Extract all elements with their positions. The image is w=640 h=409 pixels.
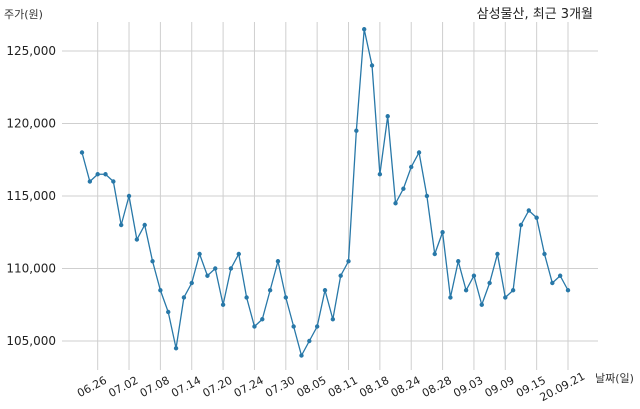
x-tick-label: 09.03 xyxy=(451,374,485,400)
data-point xyxy=(299,353,304,358)
data-point xyxy=(213,266,218,271)
data-point xyxy=(236,251,241,257)
data-point xyxy=(173,346,179,351)
data-point xyxy=(401,186,406,191)
data-point xyxy=(495,251,500,257)
data-point xyxy=(95,172,100,177)
data-point xyxy=(314,324,320,329)
data-point xyxy=(565,288,571,293)
data-point xyxy=(118,222,124,228)
x-axis-ticks: 06.2607.0207.0807.1407.2007.2407.3008.05… xyxy=(75,370,587,404)
data-point xyxy=(205,273,210,278)
data-point xyxy=(361,27,367,32)
data-point xyxy=(134,237,140,242)
x-tick-label: 07.20 xyxy=(200,374,234,400)
data-point xyxy=(510,288,516,293)
data-point xyxy=(534,215,539,220)
data-point xyxy=(103,172,108,177)
data-point xyxy=(377,172,383,177)
data-point xyxy=(244,295,249,300)
data-point xyxy=(542,251,547,257)
x-tick-label: 08.11 xyxy=(326,374,360,400)
data-point xyxy=(518,222,524,228)
data-point xyxy=(142,222,147,228)
x-tick-label: 20.09.21 xyxy=(538,370,587,404)
data-point xyxy=(526,208,532,213)
x-tick-label: 06.26 xyxy=(75,374,109,400)
data-point xyxy=(471,273,477,278)
x-tick-label: 08.18 xyxy=(357,374,391,400)
x-tick-label: 09.09 xyxy=(483,374,517,400)
data-point xyxy=(503,295,508,300)
data-point xyxy=(189,280,194,286)
data-point xyxy=(307,338,312,344)
data-point xyxy=(346,259,351,264)
data-point xyxy=(338,273,343,278)
data-point xyxy=(267,288,273,293)
data-point xyxy=(416,150,422,155)
data-point xyxy=(126,193,132,199)
x-tick-label: 07.24 xyxy=(232,374,266,400)
data-point xyxy=(87,179,93,184)
x-tick-label: 08.28 xyxy=(420,374,454,400)
data-point xyxy=(166,309,171,315)
data-point xyxy=(432,251,437,257)
gridlines xyxy=(62,22,598,370)
y-tick-label: 115,000 xyxy=(6,189,56,203)
price-series xyxy=(79,27,571,358)
x-tick-label: 07.30 xyxy=(263,374,297,400)
data-point xyxy=(448,295,453,300)
y-axis-ticks: 105,000 110,000 115,000 120,000 125,000 xyxy=(6,44,56,348)
data-point xyxy=(158,288,163,293)
data-point xyxy=(291,324,296,329)
data-point xyxy=(463,288,469,293)
data-point xyxy=(385,114,390,119)
data-point xyxy=(322,288,328,293)
data-point xyxy=(409,164,414,170)
data-point xyxy=(424,193,430,199)
data-point xyxy=(79,150,85,155)
data-point xyxy=(275,259,281,264)
data-point xyxy=(252,324,257,329)
x-tick-label: 07.08 xyxy=(138,374,172,400)
y-tick-label: 110,000 xyxy=(6,262,56,276)
data-point xyxy=(228,266,234,271)
data-point xyxy=(220,302,226,307)
data-point xyxy=(150,259,155,264)
y-axis-label: 주가(원) xyxy=(4,8,43,21)
data-point xyxy=(393,201,398,206)
x-tick-label: 07.02 xyxy=(106,374,140,400)
y-tick-label: 105,000 xyxy=(6,334,56,348)
data-point xyxy=(283,295,289,300)
data-point xyxy=(369,63,375,68)
chart-title: 삼성물산, 최근 3개월 xyxy=(477,7,593,22)
data-point xyxy=(479,302,484,307)
x-tick-label: 08.24 xyxy=(389,374,423,400)
data-point xyxy=(111,179,116,184)
x-tick-label: 08.05 xyxy=(295,374,329,400)
data-point xyxy=(354,128,359,133)
data-point xyxy=(260,317,265,322)
data-point xyxy=(181,295,187,300)
data-point xyxy=(487,280,492,286)
data-point xyxy=(550,280,555,286)
data-point xyxy=(197,251,202,257)
y-tick-label: 120,000 xyxy=(6,117,56,131)
x-tick-label: 07.14 xyxy=(169,374,203,400)
data-point xyxy=(330,317,336,322)
x-axis-label: 날짜(일) xyxy=(595,371,634,385)
data-point xyxy=(557,273,563,278)
data-point xyxy=(456,259,461,264)
series-line xyxy=(81,29,569,358)
data-point xyxy=(440,230,445,235)
y-tick-label: 125,000 xyxy=(6,44,56,58)
